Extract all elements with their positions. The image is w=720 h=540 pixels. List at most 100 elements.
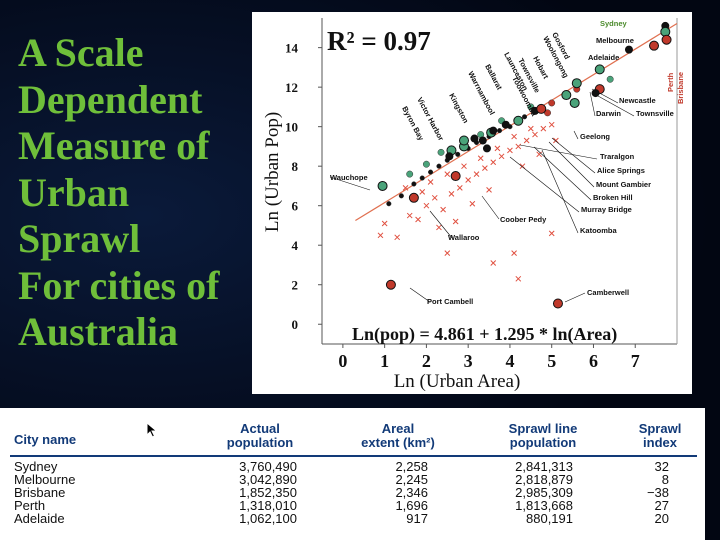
y-tick-label: 10 — [285, 120, 298, 135]
cell-city: Brisbane — [14, 485, 66, 500]
title-line: Australia — [18, 309, 178, 354]
leader-line — [573, 130, 579, 140]
leader-line — [509, 156, 580, 213]
header-areal: Areal extent (km²) — [338, 422, 458, 450]
cross-point — [548, 121, 555, 128]
header-sprawl-pop-line1: Sprawl line — [508, 421, 578, 436]
city-point — [624, 45, 633, 54]
header-actual: Actual population — [205, 422, 315, 450]
leader-line — [591, 88, 619, 104]
cross-point — [515, 275, 522, 282]
leader-line — [533, 146, 592, 201]
city-point — [594, 64, 605, 75]
city-point — [385, 279, 396, 290]
cross-point — [431, 194, 438, 201]
title-line: Measure of — [18, 123, 210, 168]
cell-areal: 2,245 — [395, 472, 428, 487]
city-point — [377, 180, 388, 191]
leader-line — [551, 137, 596, 174]
cross-point — [486, 187, 492, 193]
cross-point — [436, 224, 442, 231]
x-tick-label: 0 — [338, 351, 347, 371]
scatter-point — [436, 163, 442, 169]
y-tick-label: 0 — [292, 317, 299, 332]
y-tick-label: 6 — [292, 199, 299, 214]
x-tick-label: 5 — [547, 351, 556, 371]
mouse-cursor-icon — [146, 422, 158, 438]
cross-point — [448, 190, 455, 197]
cross-point — [452, 218, 459, 225]
x-tick-label: 3 — [464, 351, 473, 371]
cell-sprawl-pop: 880,191 — [526, 511, 573, 526]
city-point — [561, 90, 572, 101]
cell-actual: 3,760,490 — [239, 459, 297, 474]
cross-point — [536, 151, 543, 158]
table-row: Adelaide 1,062,100 917 880,191 20 — [0, 512, 705, 525]
y-axis-label: Ln (Urban Pop) — [262, 112, 283, 232]
cross-point — [419, 189, 426, 195]
x-tick-label: 1 — [380, 351, 389, 371]
cell-sprawl-idx: 20 — [654, 511, 669, 526]
city-point — [536, 103, 547, 114]
label-kingston: Kingston — [447, 92, 470, 125]
city-point — [450, 171, 461, 182]
label-murray-bridge: Murray Bridge — [581, 205, 632, 214]
x-tick-label: 2 — [422, 351, 431, 371]
cell-city: Sydney — [14, 459, 58, 474]
scatter-point — [406, 170, 414, 178]
table-row: Brisbane 1,852,350 2,346 2,985,309 −38 — [0, 486, 705, 499]
cross-point — [511, 250, 517, 256]
header-sprawl-idx: Sprawl index — [620, 422, 700, 450]
scatter-point — [544, 109, 551, 117]
cell-areal: 917 — [406, 511, 428, 526]
cross-point — [377, 232, 384, 239]
label-wallaroo: Wallaroo — [448, 233, 480, 242]
scatter-point — [386, 201, 392, 207]
header-areal-line1: Areal — [381, 421, 415, 436]
cross-point — [540, 125, 547, 132]
city-point — [482, 144, 491, 153]
city-point — [552, 298, 563, 309]
cross-point — [490, 159, 497, 166]
header-actual-line2: population — [226, 435, 294, 450]
scatter-point — [422, 160, 430, 168]
header-sprawl-pop-line2: population — [509, 435, 577, 450]
cross-point — [469, 200, 476, 207]
scatter-point — [606, 75, 614, 83]
title-line: For cities of — [18, 262, 220, 308]
header-areal-line2: extent (km²) — [361, 435, 435, 450]
cross-point — [482, 165, 488, 172]
table-row: Melbourne 3,042,890 2,245 2,818,879 8 — [0, 473, 705, 486]
cross-point — [490, 260, 497, 266]
cross-point — [444, 250, 451, 256]
y-tick-label: 12 — [285, 80, 298, 95]
label-newcastle: Newcastle — [619, 96, 656, 105]
label-brisbane: Brisbane — [676, 72, 685, 104]
cross-point — [532, 131, 538, 138]
leader-line — [329, 176, 371, 191]
cross-point — [427, 179, 434, 185]
header-city: City name — [14, 432, 77, 447]
cell-sprawl-idx: 8 — [661, 472, 669, 487]
city-point — [445, 152, 454, 161]
scatter-chart-panel: 0 1 2 3 4 5 6 7 0 2 4 6 8 10 12 14 Ln (Urban Area) Ln (Ur… — [252, 12, 692, 394]
cross-point — [406, 212, 413, 219]
cross-point — [477, 155, 484, 162]
cross-point — [465, 177, 472, 183]
label-coober-pedy: Coober Pedy — [500, 215, 547, 224]
cell-sprawl-pop: 1,813,668 — [515, 498, 573, 513]
cell-areal: 2,258 — [395, 459, 428, 474]
x-tick-label: 4 — [505, 351, 514, 371]
cell-actual: 1,062,100 — [239, 511, 297, 526]
label-perth: Perth — [666, 72, 675, 92]
cross-point — [515, 143, 522, 150]
leader-line — [589, 91, 596, 117]
city-point — [478, 136, 487, 145]
title-line: Dependent — [18, 76, 203, 122]
label-geelong: Geelong — [580, 132, 610, 141]
label-townsville: Townsville — [636, 109, 674, 118]
label-traralgon: Traralgon — [600, 152, 635, 161]
leader-line — [519, 144, 598, 160]
slide-title: A Scale Dependent Measure of Urban Spraw… — [18, 30, 258, 356]
cross-point — [548, 230, 555, 237]
